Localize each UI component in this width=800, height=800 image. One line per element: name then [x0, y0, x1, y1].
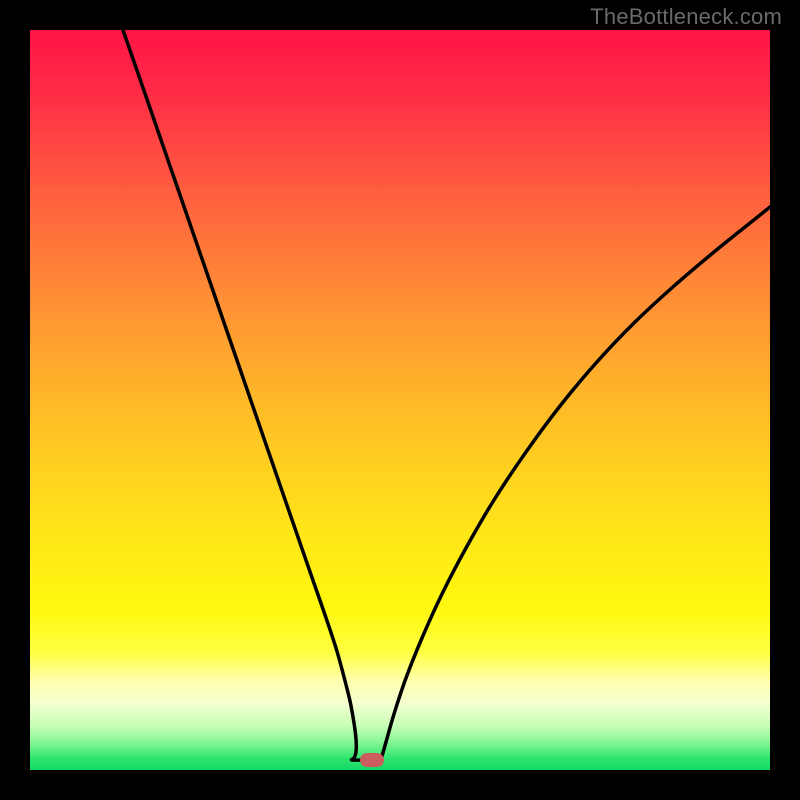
optimum-marker: [360, 753, 384, 767]
watermark-text: TheBottleneck.com: [590, 4, 782, 30]
bottleneck-curve: [30, 30, 770, 770]
plot-area: [30, 30, 770, 770]
